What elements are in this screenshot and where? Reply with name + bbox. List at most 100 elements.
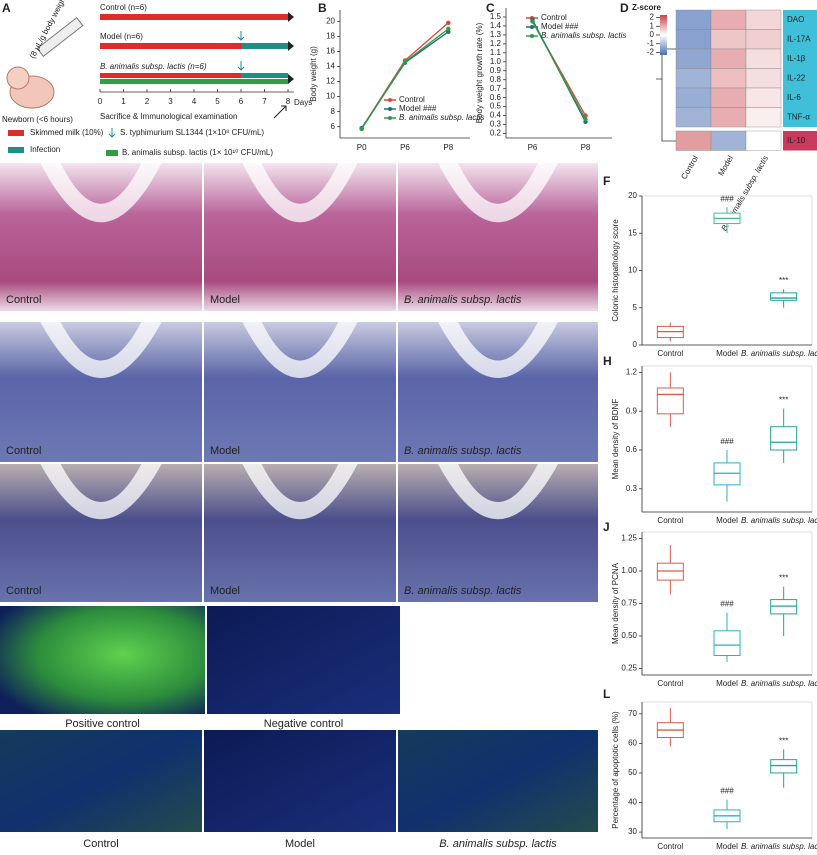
heat-cell [710, 9, 747, 30]
x-tick-label: P0 [357, 143, 367, 152]
x-tick-label: P8 [443, 143, 453, 152]
y-tick-label: 40 [628, 798, 637, 807]
image-caption: Positive control [65, 718, 140, 730]
y-tick-label: 1.00 [621, 566, 637, 575]
infection-arrow [237, 31, 245, 41]
endpoint-arrow [273, 105, 287, 119]
heat-cell [745, 87, 782, 108]
crypt-lumen [242, 163, 358, 223]
panel-letter: J [603, 520, 610, 534]
image-caption: B. animalis subsp. lactis [404, 294, 522, 306]
y-tick-label: 0.50 [621, 631, 637, 640]
y-tick-label: 30 [628, 827, 637, 836]
heat-cell [745, 9, 782, 30]
image-caption: Model [285, 838, 315, 850]
micrograph [0, 322, 202, 462]
legend-text: Infection [30, 145, 60, 154]
row-label-bg [783, 131, 817, 151]
image-caption: Model [210, 445, 240, 457]
point [583, 116, 588, 122]
point [359, 126, 364, 132]
legend-label: Control [399, 95, 425, 104]
y-tick-label: 1.4 [490, 21, 502, 30]
crypt-lumen [242, 322, 358, 378]
box [656, 562, 684, 581]
legend-label: Model ### [541, 22, 579, 31]
legend-text: S. typhimurium SL1344 (1×10⁸ CFU/mL) [120, 128, 264, 137]
x-tick-label: Model [716, 679, 738, 688]
y-tick-label: 0.3 [490, 120, 502, 129]
y-tick-label: 20 [628, 191, 637, 200]
row-label: IL-1β [787, 54, 806, 63]
y-axis-label: Body weight (g) [309, 46, 318, 102]
legend-marker [388, 107, 392, 111]
legend-arrow [108, 128, 116, 138]
x-tick-label: Control [657, 842, 683, 851]
micrograph [398, 464, 598, 602]
heat-cell [675, 48, 712, 69]
x-tick-label: Model [716, 842, 738, 851]
colorbar-title: Z-score [632, 3, 661, 12]
heat-cell [710, 29, 747, 50]
x-tick-label: B. animalis subsp. lactis [741, 679, 817, 688]
x-tick-label: Model [716, 349, 738, 358]
micrograph [204, 464, 396, 602]
micrograph [0, 464, 202, 602]
point [446, 26, 451, 32]
y-tick-label: 1.1 [490, 48, 502, 57]
y-tick-label: 50 [628, 768, 637, 777]
y-tick-label: 8 [331, 107, 336, 116]
syringe [36, 16, 84, 58]
y-tick-label: 16 [326, 47, 335, 56]
y-tick-label: 18 [326, 31, 335, 40]
newborn: Newborn (<6 hours) [2, 115, 73, 124]
row-label: IL-22 [787, 73, 806, 82]
day-label: 4 [192, 97, 197, 106]
image-caption: Control [6, 294, 41, 306]
y-tick-label: 0.6 [490, 93, 502, 102]
box [770, 426, 798, 451]
significance: *** [779, 736, 788, 745]
group-label: Control (n=6) [100, 3, 147, 12]
point [402, 59, 408, 65]
legend-label: B. animalis subsp. lactis [399, 113, 484, 122]
group-label: Model (n=6) [100, 32, 143, 41]
y-tick-label: 12 [326, 77, 335, 86]
y-tick-label: 5 [633, 303, 638, 312]
legend-marker [388, 98, 392, 102]
legend-label: Model ### [399, 104, 437, 113]
column-label: Control [679, 154, 700, 181]
bar-infection [241, 43, 288, 49]
panel-letter: D [620, 1, 629, 15]
heat-cell [710, 68, 747, 89]
x-tick-label: B. animalis subsp. lactis [741, 516, 817, 525]
micrograph [398, 163, 598, 311]
heat-cell [745, 130, 782, 151]
colorbar-tick-label: -1 [647, 39, 655, 48]
y-tick-label: 1.0 [490, 57, 502, 66]
legend-marker [530, 25, 534, 29]
micrograph [398, 322, 598, 462]
heat-cell [745, 29, 782, 50]
arrow-head [288, 12, 294, 22]
series-line [531, 21, 587, 120]
y-tick-label: 0.5 [490, 102, 502, 111]
colorbar-tick-label: 0 [650, 30, 655, 39]
y-axis-label: Mean density of PCNA [611, 562, 620, 644]
legend-marker [388, 116, 392, 120]
box [656, 387, 684, 415]
significance: *** [779, 396, 788, 405]
x-tick-label: Model [716, 516, 738, 525]
y-tick-label: 0.9 [490, 66, 502, 75]
heat-cell [710, 87, 747, 108]
y-axis-label: Colonic histopathology score [611, 219, 620, 322]
y-tick-label: 60 [628, 739, 637, 748]
y-tick-label: 0.2 [490, 129, 502, 138]
fluorescence-image [207, 606, 400, 714]
fluorescence-image [204, 730, 396, 832]
panel-letter: C [486, 1, 495, 15]
image-caption: B. animalis subsp. lactis [404, 585, 522, 597]
heat-cell [745, 68, 782, 89]
row-label: TNF-α [787, 112, 810, 121]
image-caption: Control [83, 838, 118, 850]
